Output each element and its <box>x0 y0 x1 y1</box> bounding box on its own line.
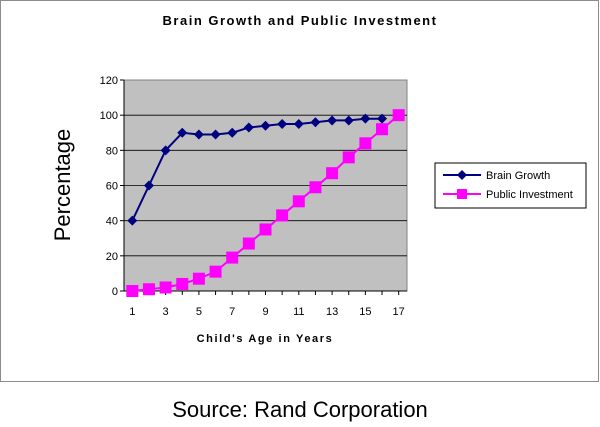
data-point-public-investment <box>376 123 389 136</box>
x-tick-label: 11 <box>293 306 304 318</box>
y-tick-label: 120 <box>100 75 118 87</box>
data-point-public-investment <box>159 281 172 294</box>
data-point-brain-growth <box>377 113 388 124</box>
chart-title: Brain Growth and Public Investment <box>163 13 438 28</box>
gridlines <box>124 114 407 257</box>
data-point-public-investment <box>392 109 405 122</box>
y-tick-label: 0 <box>112 286 118 298</box>
data-point-public-investment <box>276 209 289 222</box>
x-tick-label: 15 <box>359 306 371 318</box>
legend-box <box>434 162 587 209</box>
y-tick-label: 20 <box>106 251 118 263</box>
data-point-brain-growth <box>227 127 238 138</box>
data-point-brain-growth <box>343 115 354 126</box>
data-point-brain-growth <box>160 145 171 156</box>
data-point-brain-growth <box>193 129 204 140</box>
x-tick-label: 3 <box>163 306 169 318</box>
x-tick-label: 13 <box>326 306 338 318</box>
data-point-public-investment <box>292 195 305 208</box>
series-layer <box>126 109 405 297</box>
data-point-brain-growth <box>277 118 288 129</box>
y-tick-label: 100 <box>100 110 118 122</box>
data-point-public-investment <box>142 283 155 296</box>
data-point-public-investment <box>176 277 189 290</box>
data-point-public-investment <box>309 181 322 194</box>
x-tick-label: 17 <box>393 306 405 318</box>
series-public-investment <box>126 109 405 297</box>
data-point-public-investment <box>192 272 205 285</box>
series-line-brain-growth <box>131 117 382 222</box>
y-tick-label: 60 <box>106 181 118 193</box>
data-point-public-investment <box>342 151 355 164</box>
data-point-public-investment <box>126 285 139 297</box>
data-point-brain-growth <box>327 115 338 126</box>
data-point-brain-growth <box>143 180 154 191</box>
series-brain-growth <box>127 113 388 226</box>
x-tick-label: 7 <box>229 306 235 318</box>
y-tick-label: 40 <box>106 216 118 228</box>
x-axis-ticks: 1 3 5 7 9 11 13 15 17 <box>129 291 405 318</box>
data-point-brain-growth <box>177 127 188 138</box>
x-tick-label: 5 <box>196 306 202 318</box>
source-caption: Source: Rand Corporation <box>172 397 428 422</box>
data-point-public-investment <box>326 167 339 180</box>
y-tick-label: 80 <box>106 145 118 157</box>
data-point-brain-growth <box>210 129 221 140</box>
legend-label-public-investment: Public Investment <box>486 189 573 201</box>
legend: Brain Growth Public Investment <box>434 162 587 209</box>
y-axis-label: Percentage <box>50 129 75 242</box>
data-point-public-investment <box>259 223 272 236</box>
legend-brain-growth-marker <box>457 170 467 180</box>
data-point-brain-growth <box>360 113 371 124</box>
legend-label-brain-growth: Brain Growth <box>486 170 550 182</box>
data-point-public-investment <box>359 137 372 150</box>
data-point-brain-growth <box>310 117 321 128</box>
data-point-brain-growth <box>127 215 138 226</box>
data-point-public-investment <box>226 251 239 264</box>
legend-public-investment-marker <box>457 189 467 199</box>
data-point-brain-growth <box>243 122 254 133</box>
x-tick-label: 9 <box>262 306 268 318</box>
data-point-public-investment <box>242 237 255 250</box>
x-axis-label: Child's Age in Years <box>197 333 334 345</box>
data-point-brain-growth <box>293 118 304 129</box>
x-tick-label: 1 <box>129 306 135 318</box>
data-point-public-investment <box>209 265 222 278</box>
data-point-brain-growth <box>260 120 271 131</box>
